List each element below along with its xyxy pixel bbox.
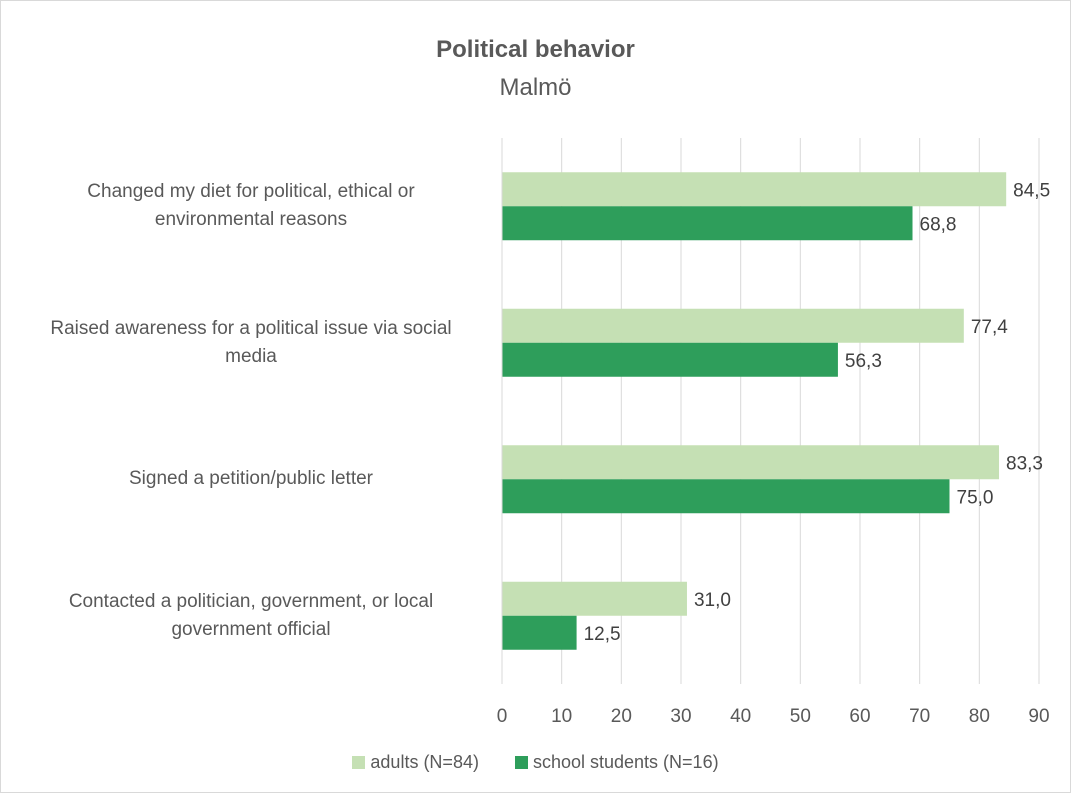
data-label-adults-3: 31,0 [694,590,731,611]
data-label-school-students-2: 75,0 [957,487,994,508]
category-label-line: Raised awareness for a political issue v… [50,317,452,339]
bar-adults-3 [502,581,687,616]
category-label-line: Signed a petition/public letter [129,468,373,490]
data-label-adults-0: 84,5 [1013,180,1050,201]
x-tick-label-70: 70 [909,706,930,727]
bar-adults-1 [502,308,964,343]
legend-swatch-adults [352,756,366,769]
category-label-3: Contacted a politician, government, or l… [16,588,486,644]
legend: adults (N=84) school students (N=16) [0,752,1071,773]
category-label-line: Changed my diet for political, ethical o… [87,181,415,203]
legend-label-adults: adults (N=84) [370,752,479,772]
data-label-adults-1: 77,4 [971,317,1008,338]
x-tick-label-30: 30 [670,706,691,727]
x-tick-label-80: 80 [969,706,990,727]
x-tick-label-90: 90 [1028,706,1049,727]
bar-school-students-1 [502,342,838,377]
x-tick-label-20: 20 [611,706,632,727]
data-label-school-students-3: 12,5 [584,624,621,645]
x-tick-label-10: 10 [551,706,572,727]
chart-title: Political behavior [436,36,635,63]
bar-adults-0 [502,172,1007,207]
bar-adults-2 [502,445,1000,480]
category-label-line: government official [171,618,331,640]
data-label-school-students-1: 56,3 [845,351,882,372]
bar-school-students-0 [502,206,913,241]
x-tick-label-60: 60 [849,706,870,727]
x-tick-label-50: 50 [790,706,811,727]
category-label-line: environmental reasons [154,209,348,231]
x-tick-label-40: 40 [730,706,751,727]
category-label-0: Changed my diet for political, ethical o… [16,178,486,234]
category-label-line: Contacted a politician, government, or l… [68,590,434,612]
x-tick-label-0: 0 [497,706,508,727]
plot-area: 0 10 20 30 40 50 60 70 80 90 84,5 68,8 77,4 56,3 83,3 7… [497,138,1050,727]
legend-item-school-students: school students (N=16) [514,752,719,773]
category-label-1: Raised awareness for a political issue v… [16,315,486,371]
legend-label-school-students: school students (N=16) [532,752,719,772]
data-label-school-students-0: 68,8 [920,214,957,235]
legend-item-adults: adults (N=84) [352,752,479,773]
bar-school-students-3 [502,615,577,650]
category-label-line: media [225,345,277,367]
data-label-adults-2: 83,3 [1006,453,1043,474]
legend-swatch-school-students [514,756,528,769]
bar-school-students-2 [502,479,950,514]
category-label-2: Signed a petition/public letter [16,465,486,493]
chart-subtitle: Malmö [499,74,572,101]
